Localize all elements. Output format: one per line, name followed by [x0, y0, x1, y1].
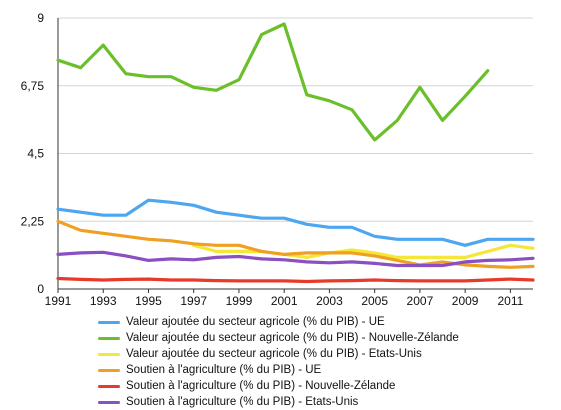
legend-label: Soutien à l'agriculture (% du PIB) - Nou… [126, 380, 396, 392]
x-tick-label: 1997 [180, 294, 207, 308]
x-tick-label: 1999 [226, 294, 253, 308]
legend-item: Soutien à l'agriculture (% du PIB) - Eta… [98, 394, 459, 410]
y-tick-label: 4,5 [27, 147, 44, 161]
legend-swatch [98, 320, 120, 324]
axes [57, 18, 533, 293]
legend-label: Valeur ajoutée du secteur agricole (% du… [126, 316, 385, 328]
legend-swatch [98, 368, 120, 372]
x-tick-label: 2005 [361, 294, 388, 308]
x-tick-label: 1993 [90, 294, 117, 308]
y-tick-label: 2,25 [21, 214, 45, 228]
legend-label: Soutien à l'agriculture (% du PIB) - UE [126, 364, 322, 376]
legend-item: Valeur ajoutée du secteur agricole (% du… [98, 314, 459, 330]
x-tick-label: 2003 [316, 294, 343, 308]
x-tick-label: 2001 [271, 294, 298, 308]
legend-swatch [98, 384, 120, 388]
series-line-1 [56, 198, 535, 247]
series-line-6 [56, 250, 535, 268]
legend-item: Soutien à l'agriculture (% du PIB) - UE [98, 362, 459, 378]
x-tick-labels: 1991 1993 1995 1997 1999 2001 2003 2005 2007 2009… [45, 294, 524, 308]
series-lines [56, 22, 535, 284]
x-tick-label: 1995 [135, 294, 162, 308]
series-line-3 [192, 243, 535, 259]
legend-label: Valeur ajoutée du secteur agricole (% du… [126, 348, 422, 360]
x-tick-label: 2011 [497, 294, 523, 308]
series-line-5 [56, 276, 535, 284]
legend-label: Soutien à l'agriculture (% du PIB) - Eta… [126, 396, 359, 408]
x-tick-label: 2007 [407, 294, 434, 308]
legend-swatch [98, 336, 120, 340]
legend-item: Soutien à l'agriculture (% du PIB) - Nou… [98, 378, 459, 394]
y-tick-label: 6,75 [21, 79, 45, 93]
x-tick-label: 2009 [452, 294, 479, 308]
legend-item: Valeur ajoutée du secteur agricole (% du… [98, 330, 459, 346]
y-tick-labels: 0 2,25 4,5 6,75 9 [21, 11, 45, 296]
grid-lines [58, 17, 533, 222]
legend: Valeur ajoutée du secteur agricole (% du… [98, 314, 459, 410]
legend-label: Valeur ajoutée du secteur agricole (% du… [126, 332, 459, 344]
legend-swatch [98, 352, 120, 356]
y-tick-label: 9 [37, 11, 44, 25]
x-tick-label: 1991 [45, 294, 72, 308]
legend-item: Valeur ajoutée du secteur agricole (% du… [98, 346, 459, 362]
line-chart: 0 2,25 4,5 6,75 9 1991 1993 1995 1997 1999 2001 20… [21, 11, 535, 308]
series-line-2 [56, 22, 490, 142]
y-tick-label: 0 [37, 282, 44, 296]
